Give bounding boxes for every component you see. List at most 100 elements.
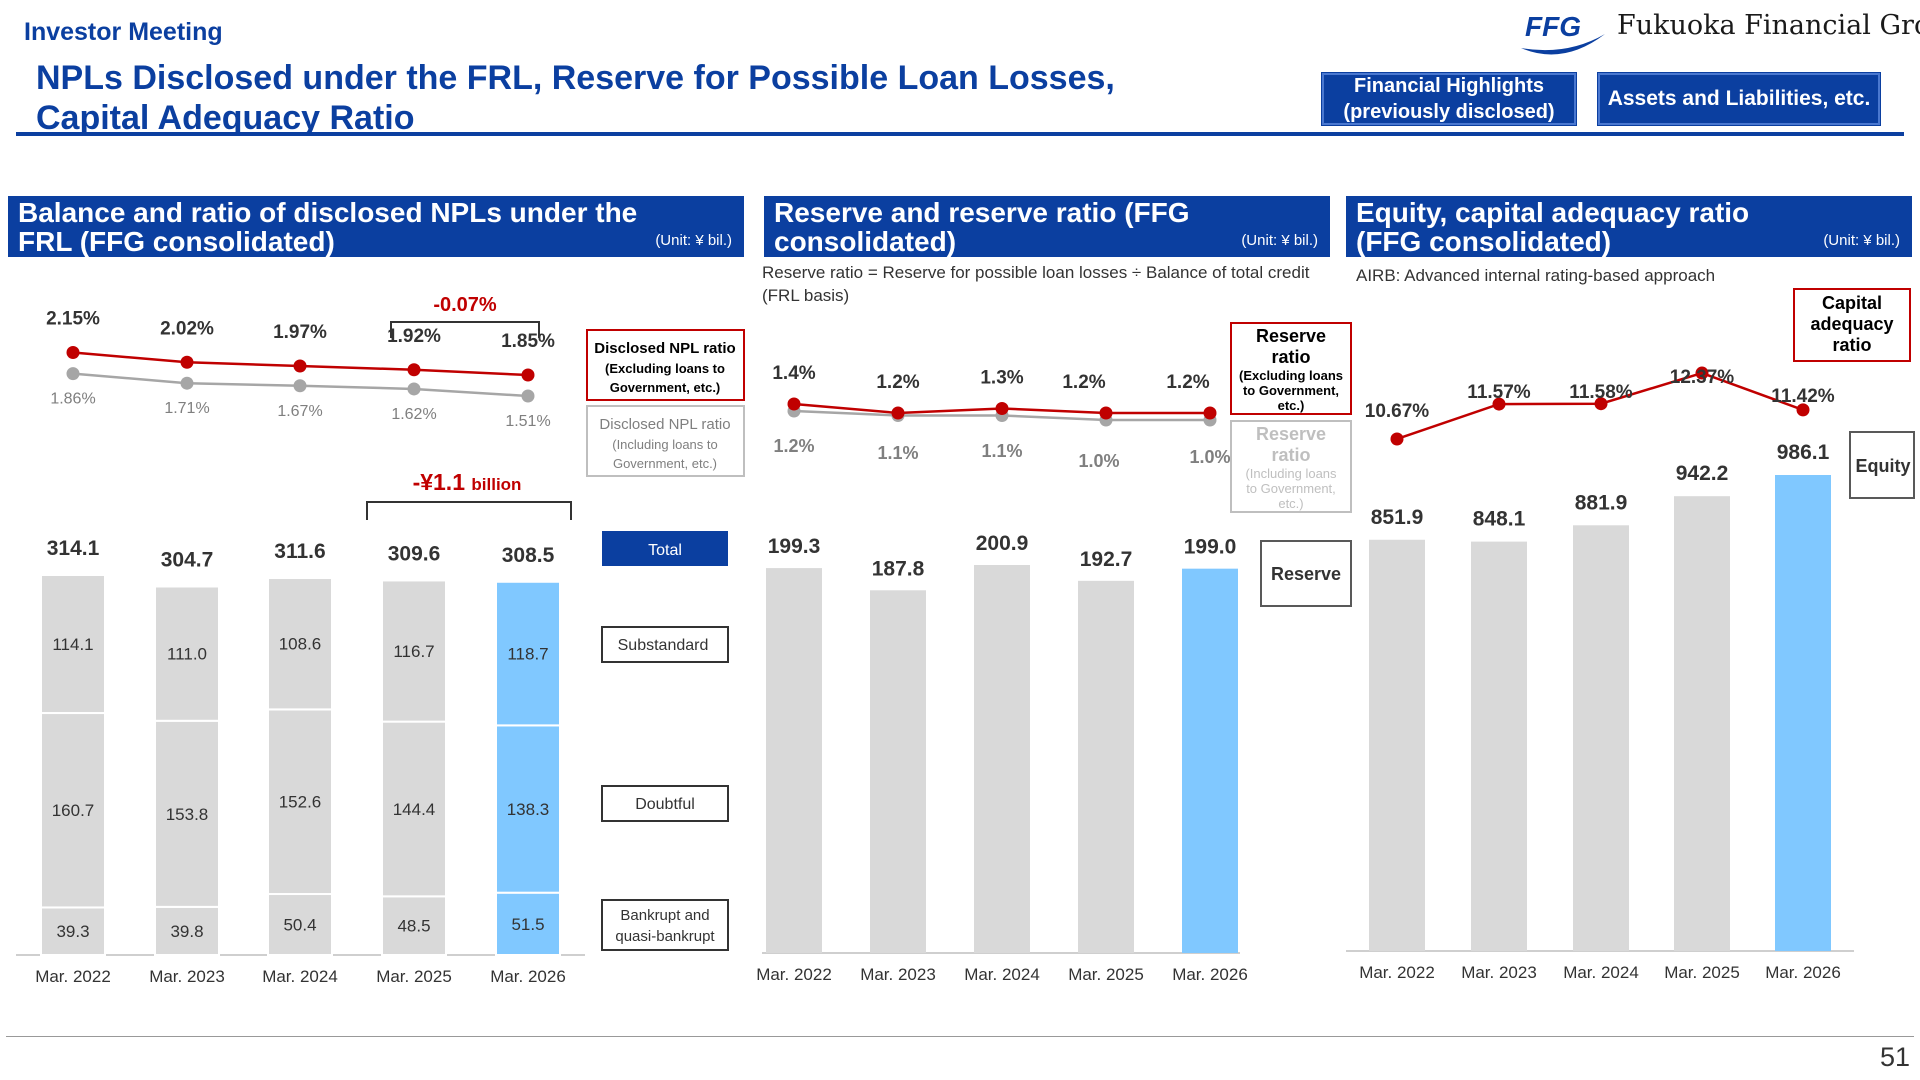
company-logo: FFG Fukuoka Financial Group	[1517, 4, 1920, 60]
capital-ratio-label: 11.58%	[1569, 382, 1632, 403]
npl-bar-segment	[495, 724, 561, 894]
reserve-ratio-incl-label: 1.1%	[981, 441, 1022, 461]
reserve-ratio-excl-point	[787, 397, 801, 411]
balance-change-unit: billion	[471, 475, 521, 494]
npl-segment-label: 48.5	[397, 917, 430, 936]
reserve-ratio-incl-legend-sub: (Including loans	[1245, 466, 1337, 481]
reserve-ratio-excl-legend	[1230, 322, 1352, 415]
npl-segment-label: 111.0	[167, 645, 207, 664]
npl-ratio-excl-label: 2.02%	[160, 318, 214, 339]
equity-legend	[1849, 431, 1915, 499]
npl-category-label: Mar. 2023	[149, 967, 225, 986]
doubtful-legend-label: Doubtful	[635, 796, 695, 813]
npl-ratio-incl-point	[293, 379, 307, 393]
npl-segment-label: 50.4	[283, 916, 316, 935]
npl-bar-segment	[267, 893, 333, 957]
total-legend	[602, 531, 728, 566]
assets-liabilities-button[interactable]: Assets and Liabilities, etc.	[1598, 73, 1880, 125]
reserve-ratio-incl-legend-sub: to Government,	[1246, 481, 1336, 496]
reserve-ratio-incl-legend-sub: etc.)	[1278, 496, 1303, 511]
reserve-ratio-excl-label: 1.3%	[980, 368, 1023, 389]
capital-ratio-legend-title: Capital	[1822, 293, 1882, 313]
npl-bar-segment	[40, 574, 106, 715]
financial-highlights-button[interactable]: Financial Highlights (previously disclos…	[1322, 73, 1576, 125]
equity-panel-title: Equity, capital adequacy ratio (FFG cons…	[1356, 197, 1750, 257]
reserve-ratio-excl-legend-title: Reserve	[1256, 326, 1326, 346]
reserve-value-label: 199.3	[768, 535, 821, 558]
npl-panel-header: Balance and ratio of disclosed NPLs unde…	[8, 196, 744, 257]
capital-ratio-point	[1594, 397, 1608, 411]
npl-ratio-excl-point	[407, 363, 421, 377]
reserve-ratio-incl-legend	[1230, 420, 1352, 513]
ffg-logo-icon: FFG	[1521, 11, 1605, 55]
reserve-value-label: 187.8	[872, 557, 925, 580]
npl-bar-segment	[495, 580, 561, 727]
equity-bar	[1369, 539, 1425, 951]
equity-bar	[1573, 525, 1629, 951]
npl-segment-label: 138.3	[507, 800, 550, 819]
npl-ratio-incl-legend	[586, 405, 745, 477]
bankrupt-legend-label: Bankrupt and	[620, 907, 709, 924]
total-legend-label: Total	[648, 542, 682, 559]
capital-ratio-label: 12.37%	[1670, 367, 1735, 388]
npl-total-label: 314.1	[47, 537, 100, 560]
doubtful-legend	[601, 785, 729, 822]
npl-ratio-excl-legend-title: Disclosed NPL ratio	[594, 340, 735, 357]
npl-ratio-incl-label: 1.67%	[277, 403, 322, 420]
npl-bar-segment	[154, 905, 220, 957]
reserve-unit-label: (Unit: ¥ bil.)	[1241, 232, 1318, 249]
page-number: 51	[1879, 1042, 1910, 1072]
npl-category-label: Mar. 2025	[376, 967, 452, 986]
npl-ratio-incl-point	[180, 376, 194, 390]
reserve-ratio-excl-label: 1.4%	[772, 363, 815, 384]
reserve-ratio-excl-legend-sub: etc.)	[1278, 398, 1305, 413]
npl-total-label: 308.5	[502, 544, 555, 567]
reserve-value-label: 200.9	[976, 532, 1029, 555]
reserve-ratio-excl-point	[1099, 406, 1113, 420]
capital-ratio-point	[1695, 366, 1709, 380]
npl-segment-label: 152.6	[279, 793, 322, 812]
reserve-bar	[1182, 568, 1238, 953]
reserve-category-label: Mar. 2023	[860, 965, 936, 984]
npl-unit-label: (Unit: ¥ bil.)	[655, 232, 732, 249]
equity-bar	[1674, 496, 1730, 951]
reserve-value-label: 192.7	[1080, 548, 1133, 571]
capital-ratio-point	[1492, 397, 1506, 411]
bankrupt-legend-label: quasi-bankrupt	[615, 928, 715, 945]
reserve-ratio-incl-label: 1.0%	[1189, 447, 1230, 467]
equity-category-label: Mar. 2023	[1461, 963, 1537, 982]
balance-change-bracket	[366, 501, 572, 520]
equity-value-label: 942.2	[1676, 462, 1729, 485]
npl-segment-label: 153.8	[166, 805, 209, 824]
capital-ratio-legend-title: ratio	[1832, 335, 1871, 355]
reserve-ratio-incl-legend-title: ratio	[1271, 445, 1310, 465]
capital-ratio-point	[1390, 432, 1404, 446]
equity-panel-header: Equity, capital adequacy ratio (FFG cons…	[1346, 196, 1912, 257]
npl-segment-label: 144.4	[393, 800, 436, 819]
substandard-legend	[601, 626, 729, 663]
npl-ratio-excl-point	[66, 346, 80, 359]
npl-category-label: Mar. 2024	[262, 967, 338, 986]
reserve-ratio-excl-label: 1.2%	[1166, 372, 1209, 393]
npl-ratio-incl-point	[521, 389, 535, 403]
npl-segment-label: 116.7	[393, 642, 434, 661]
equity-bar	[1471, 541, 1527, 951]
equity-value-label: 986.1	[1777, 441, 1830, 464]
reserve-bar	[974, 565, 1030, 953]
equity-category-label: Mar. 2022	[1359, 963, 1435, 982]
reserve-ratio-excl-point	[891, 406, 905, 420]
reserve-ratio-excl-legend-sub: (Excluding loans	[1239, 368, 1343, 383]
reserve-ratio-excl-label: 1.2%	[876, 372, 919, 393]
page-title-line-2: Capital Adequacy Ratio	[36, 99, 415, 137]
npl-total-label: 311.6	[274, 540, 325, 563]
reserve-ratio-incl-label: 1.2%	[773, 436, 814, 456]
reserve-ratio-incl-label: 1.0%	[1078, 451, 1119, 471]
capital-ratio-legend-title: adequacy	[1810, 314, 1893, 334]
npl-bar-segment	[267, 577, 333, 711]
npl-segment-label: 39.8	[170, 922, 203, 941]
ratio-change-bracket	[390, 321, 540, 338]
logo-mark-text: FFG	[1525, 11, 1581, 42]
reserve-panel-title: Reserve and reserve ratio (FFG consolida…	[774, 197, 1190, 257]
npl-category-label: Mar. 2022	[35, 967, 111, 986]
